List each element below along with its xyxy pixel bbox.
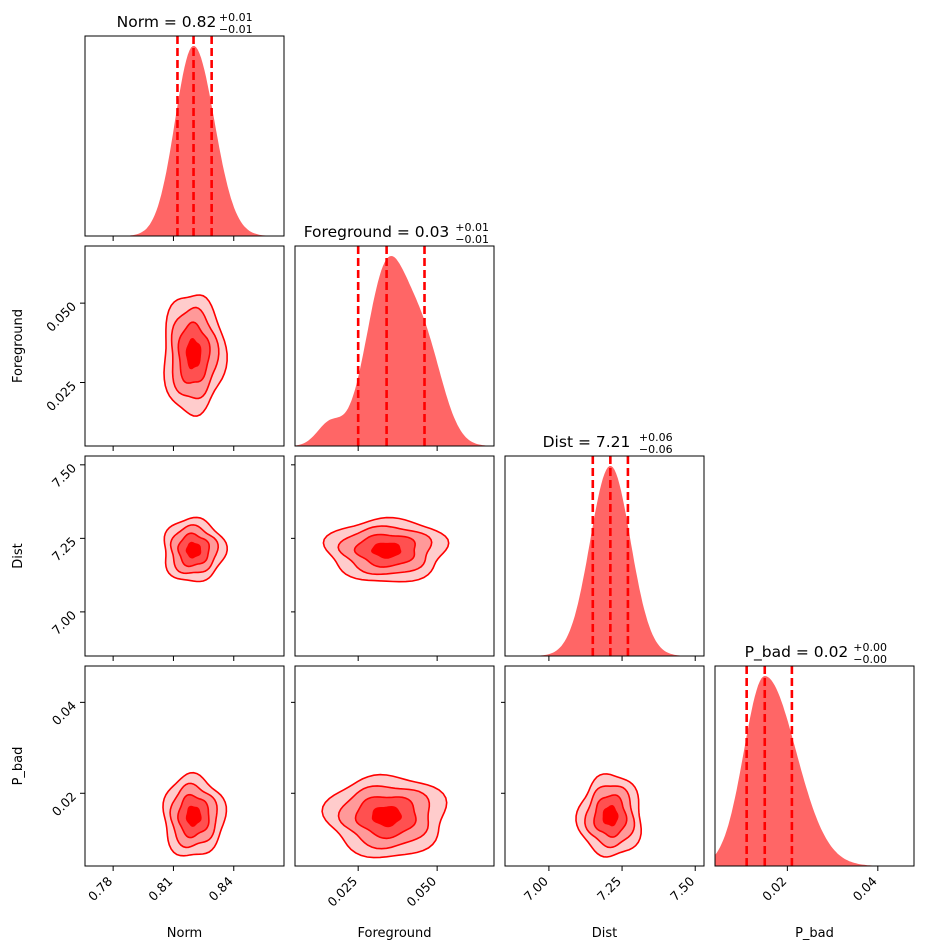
title-lower-error: −0.01: [455, 233, 489, 246]
title-upper-error: +0.01: [219, 11, 253, 24]
y-tick-label: 0.02: [49, 789, 79, 819]
x-tick-label: 7.00: [521, 873, 551, 903]
panel-frame: [84, 455, 285, 657]
panel-frame: [84, 245, 285, 447]
contour-foreground-dist: [322, 516, 450, 583]
panel-frame: [294, 665, 495, 867]
y-axis-label: P_bad: [11, 747, 26, 786]
title-upper-error: +0.00: [853, 641, 887, 654]
title-upper-error: +0.01: [455, 221, 489, 234]
contour-norm-p_bad: [162, 771, 228, 857]
x-tick-label: 0.04: [850, 873, 880, 903]
contour-norm-dist: [163, 516, 229, 583]
panel-frame: [84, 35, 285, 237]
panel-frame: [504, 455, 705, 657]
x-axis-label: Dist: [592, 926, 618, 941]
x-axis-label: Foreground: [357, 926, 431, 941]
contour-level: [185, 805, 202, 827]
contour-level: [371, 806, 402, 828]
y-tick-label: 0.050: [43, 299, 79, 335]
y-tick-label: 0.04: [49, 698, 79, 728]
title-foreground: Foreground = 0.03: [304, 223, 450, 241]
title-upper-error: +0.06: [639, 431, 673, 444]
y-tick-label: 0.025: [43, 378, 79, 414]
x-axis-label: Norm: [167, 926, 202, 941]
title-norm: Norm = 0.82: [117, 13, 217, 31]
panel-frame: [504, 665, 705, 867]
x-axis-label: P_bad: [795, 926, 834, 941]
title-p_bad: P_bad = 0.02: [745, 643, 849, 662]
x-tick-label: 0.02: [759, 874, 789, 904]
contour-level: [371, 542, 402, 559]
contour-norm-foreground: [163, 294, 228, 417]
panel-frame: [714, 665, 915, 867]
x-tick-label: 0.81: [145, 874, 175, 904]
contour-dist-p_bad: [575, 773, 643, 858]
histogram-dist: [505, 466, 704, 656]
panel-frame: [294, 245, 495, 447]
histogram-p_bad: [715, 676, 914, 866]
title-lower-error: −0.06: [639, 443, 673, 456]
x-tick-label: 0.84: [206, 873, 236, 903]
x-tick-label: 0.050: [403, 873, 439, 909]
contour-level: [602, 805, 619, 827]
panel-frame: [294, 455, 495, 657]
x-tick-label: 0.025: [324, 874, 360, 910]
y-tick-label: 7.50: [49, 460, 79, 490]
title-lower-error: −0.01: [219, 23, 253, 36]
panel-frame: [84, 665, 285, 867]
histogram-norm: [85, 46, 284, 236]
histogram-foreground: [295, 256, 494, 446]
y-tick-label: 7.00: [49, 607, 79, 637]
y-tick-label: 7.25: [49, 534, 79, 564]
title-dist: Dist = 7.21: [543, 433, 631, 451]
x-tick-label: 0.78: [85, 873, 115, 903]
y-axis-label: Dist: [11, 543, 26, 569]
x-tick-label: 7.25: [594, 874, 624, 904]
y-axis-label: Foreground: [11, 309, 26, 383]
title-lower-error: −0.00: [853, 653, 887, 666]
contour-level: [185, 338, 202, 370]
x-tick-label: 7.50: [667, 873, 697, 903]
contour-foreground-p_bad: [321, 773, 448, 859]
contour-level: [185, 541, 202, 559]
